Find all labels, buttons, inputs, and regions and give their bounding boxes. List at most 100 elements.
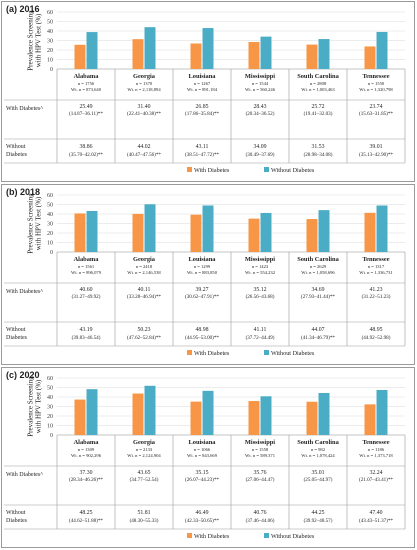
bar-without-diabetes	[318, 210, 330, 252]
bar-with-diabetes	[190, 214, 202, 252]
bar-with-diabetes	[248, 41, 260, 69]
legend-swatch	[264, 350, 269, 355]
data-label-with-diabetes: 32.24	[369, 470, 382, 476]
sample-size: n = 2133	[136, 447, 153, 452]
panel-title: (b) 2018	[6, 187, 40, 197]
x-tick-label: Tennessee	[362, 256, 389, 263]
bar-with-diabetes	[248, 218, 260, 252]
sample-size: n = 1756	[78, 81, 95, 86]
data-label-without-diabetes: 44.07	[311, 327, 324, 333]
y-tick-label: 10	[47, 241, 53, 247]
row-label-without-diabetes: Without	[6, 144, 26, 150]
x-tick-label: Alabama	[74, 439, 100, 446]
data-label-with-diabetes: 37.30	[79, 470, 92, 476]
data-label-without-diabetes: 40.76	[253, 510, 266, 516]
x-tick-label: Mississippi	[245, 73, 275, 80]
y-axis-label-line: Prevalence Screening	[27, 376, 35, 437]
bar-without-diabetes	[376, 389, 388, 435]
data-label-without-diabetes: 48.98	[195, 327, 208, 333]
weighted-sample-size: Wt. n = 891,184	[187, 87, 218, 93]
weighted-sample-size: Wt. n = 2,124,904	[127, 453, 161, 459]
x-tick-label: Georgia	[133, 439, 156, 446]
y-axis-label: Prevalence Screeningwith HPV Test (%)	[27, 376, 43, 437]
ci-label-without-diabetes: (42.33–50.65)**	[185, 517, 219, 524]
row-label-with-diabetes: With Diabetes^	[6, 472, 43, 478]
panel-2016: (a) 2016 Prevalence Screeningwith HPV Tes…	[1, 1, 415, 182]
panel-title: (c) 2020	[6, 370, 40, 380]
bar-with-diabetes	[74, 399, 86, 435]
y-tick-label: 10	[47, 58, 53, 64]
y-axis-label: Prevalence Screeningwith HPV Test (%)	[27, 193, 43, 254]
x-tick-label: Tennessee	[362, 439, 389, 446]
data-label-with-diabetes: 40.11	[138, 287, 151, 293]
bar-without-diabetes	[202, 28, 214, 69]
y-axis-label: Prevalence Screeningwith HPV Test (%)	[27, 10, 43, 71]
y-tick-label: 20	[47, 414, 53, 420]
ci-label-with-diabetes: (14.87–36.11)**	[69, 110, 103, 117]
weighted-sample-size: Wt. n = 1,320,798	[359, 87, 393, 93]
x-tick-label: South Carolina	[297, 73, 339, 80]
x-tick-label: Louisiana	[189, 73, 217, 80]
legend-swatch	[187, 167, 192, 172]
data-label-with-diabetes: 34.69	[311, 287, 324, 293]
data-label-with-diabetes: 25.49	[79, 104, 92, 110]
ci-label-with-diabetes: (26.56–43.68)	[246, 293, 275, 300]
ci-label-with-diabetes: (15.63–31.85)**	[359, 110, 393, 117]
ci-label-with-diabetes: (26.07–44.23)**	[185, 476, 219, 483]
y-tick-label: 30	[47, 39, 53, 45]
bar-without-diabetes	[376, 31, 388, 70]
legend-label: With Diabetes	[194, 167, 230, 174]
x-tick-label: Tennessee	[362, 73, 389, 80]
weighted-sample-size: Wt. n = 1,003,463	[301, 87, 335, 93]
ci-label-without-diabetes: (30.49–37.69)	[246, 151, 275, 158]
y-tick-label: 20	[47, 48, 53, 54]
data-label-without-diabetes: 51.81	[137, 510, 150, 516]
data-label-with-diabetes: 35.15	[195, 470, 208, 476]
sample-size: n = 1558	[252, 447, 269, 452]
sample-size: n = 2629	[310, 264, 327, 269]
sample-size: n = 1550	[368, 81, 385, 86]
data-label-without-diabetes: 43.19	[79, 327, 92, 333]
legend-label: Without Diabetes	[271, 350, 315, 357]
bar-with-diabetes	[132, 39, 144, 69]
bar-with-diabetes	[364, 46, 376, 69]
bar-without-diabetes	[260, 212, 272, 252]
ci-label-without-diabetes: (44.95–53.00)**	[185, 334, 219, 341]
legend-label: Without Diabetes	[271, 533, 315, 540]
x-tick-label: South Carolina	[297, 439, 339, 446]
weighted-sample-size: Wt. n = 1,336,731	[359, 270, 393, 276]
ci-label-without-diabetes: (28.98–34.08)	[304, 151, 333, 158]
weighted-sample-size: Wt. n = 883,850	[187, 270, 218, 276]
x-tick-label: South Carolina	[297, 256, 339, 263]
data-label-with-diabetes: 39.27	[195, 287, 208, 293]
y-tick-label: 0	[50, 250, 53, 256]
legend-label: With Diabetes	[194, 350, 230, 357]
ci-label-without-diabetes: (37.46–44.06)	[246, 517, 275, 524]
data-label-without-diabetes: 44.25	[311, 510, 324, 516]
y-tick-label: 30	[47, 222, 53, 228]
y-axis-label-line: with HPV Test (%)	[35, 379, 43, 433]
weighted-sample-size: Wt. n = 896,079	[71, 270, 102, 276]
ci-label-with-diabetes: (20.34–36.52)	[246, 110, 275, 117]
panel-2020: (c) 2020 Prevalence Screeningwith HPV Tes…	[1, 367, 415, 548]
y-tick-label: 40	[47, 395, 53, 401]
y-tick-label: 10	[47, 424, 53, 430]
weighted-sample-size: Wt. n = 2,118,894	[127, 87, 161, 93]
bar-without-diabetes	[260, 36, 272, 69]
ci-label-with-diabetes: (33.28–46.94)**	[127, 293, 161, 300]
y-tick-label: 30	[47, 405, 53, 411]
bar-without-diabetes	[144, 204, 156, 252]
bar-with-diabetes	[132, 213, 144, 252]
ci-label-with-diabetes: (28.34–46.26)**	[69, 476, 103, 483]
ci-label-with-diabetes: (22.41–40.38)**	[127, 110, 161, 117]
data-label-with-diabetes: 26.85	[195, 104, 208, 110]
data-label-with-diabetes: 35.01	[311, 470, 324, 476]
y-tick-label: 0	[50, 433, 53, 439]
ci-label-with-diabetes: (31.22–51.23)	[362, 293, 391, 300]
bar-without-diabetes	[86, 32, 98, 69]
data-label-without-diabetes: 31.53	[311, 144, 324, 150]
ci-label-with-diabetes: (19.41–32.03)	[304, 110, 333, 117]
legend-label: Without Diabetes	[271, 167, 315, 174]
ci-label-with-diabetes: (21.07–43.41)**	[359, 476, 393, 483]
